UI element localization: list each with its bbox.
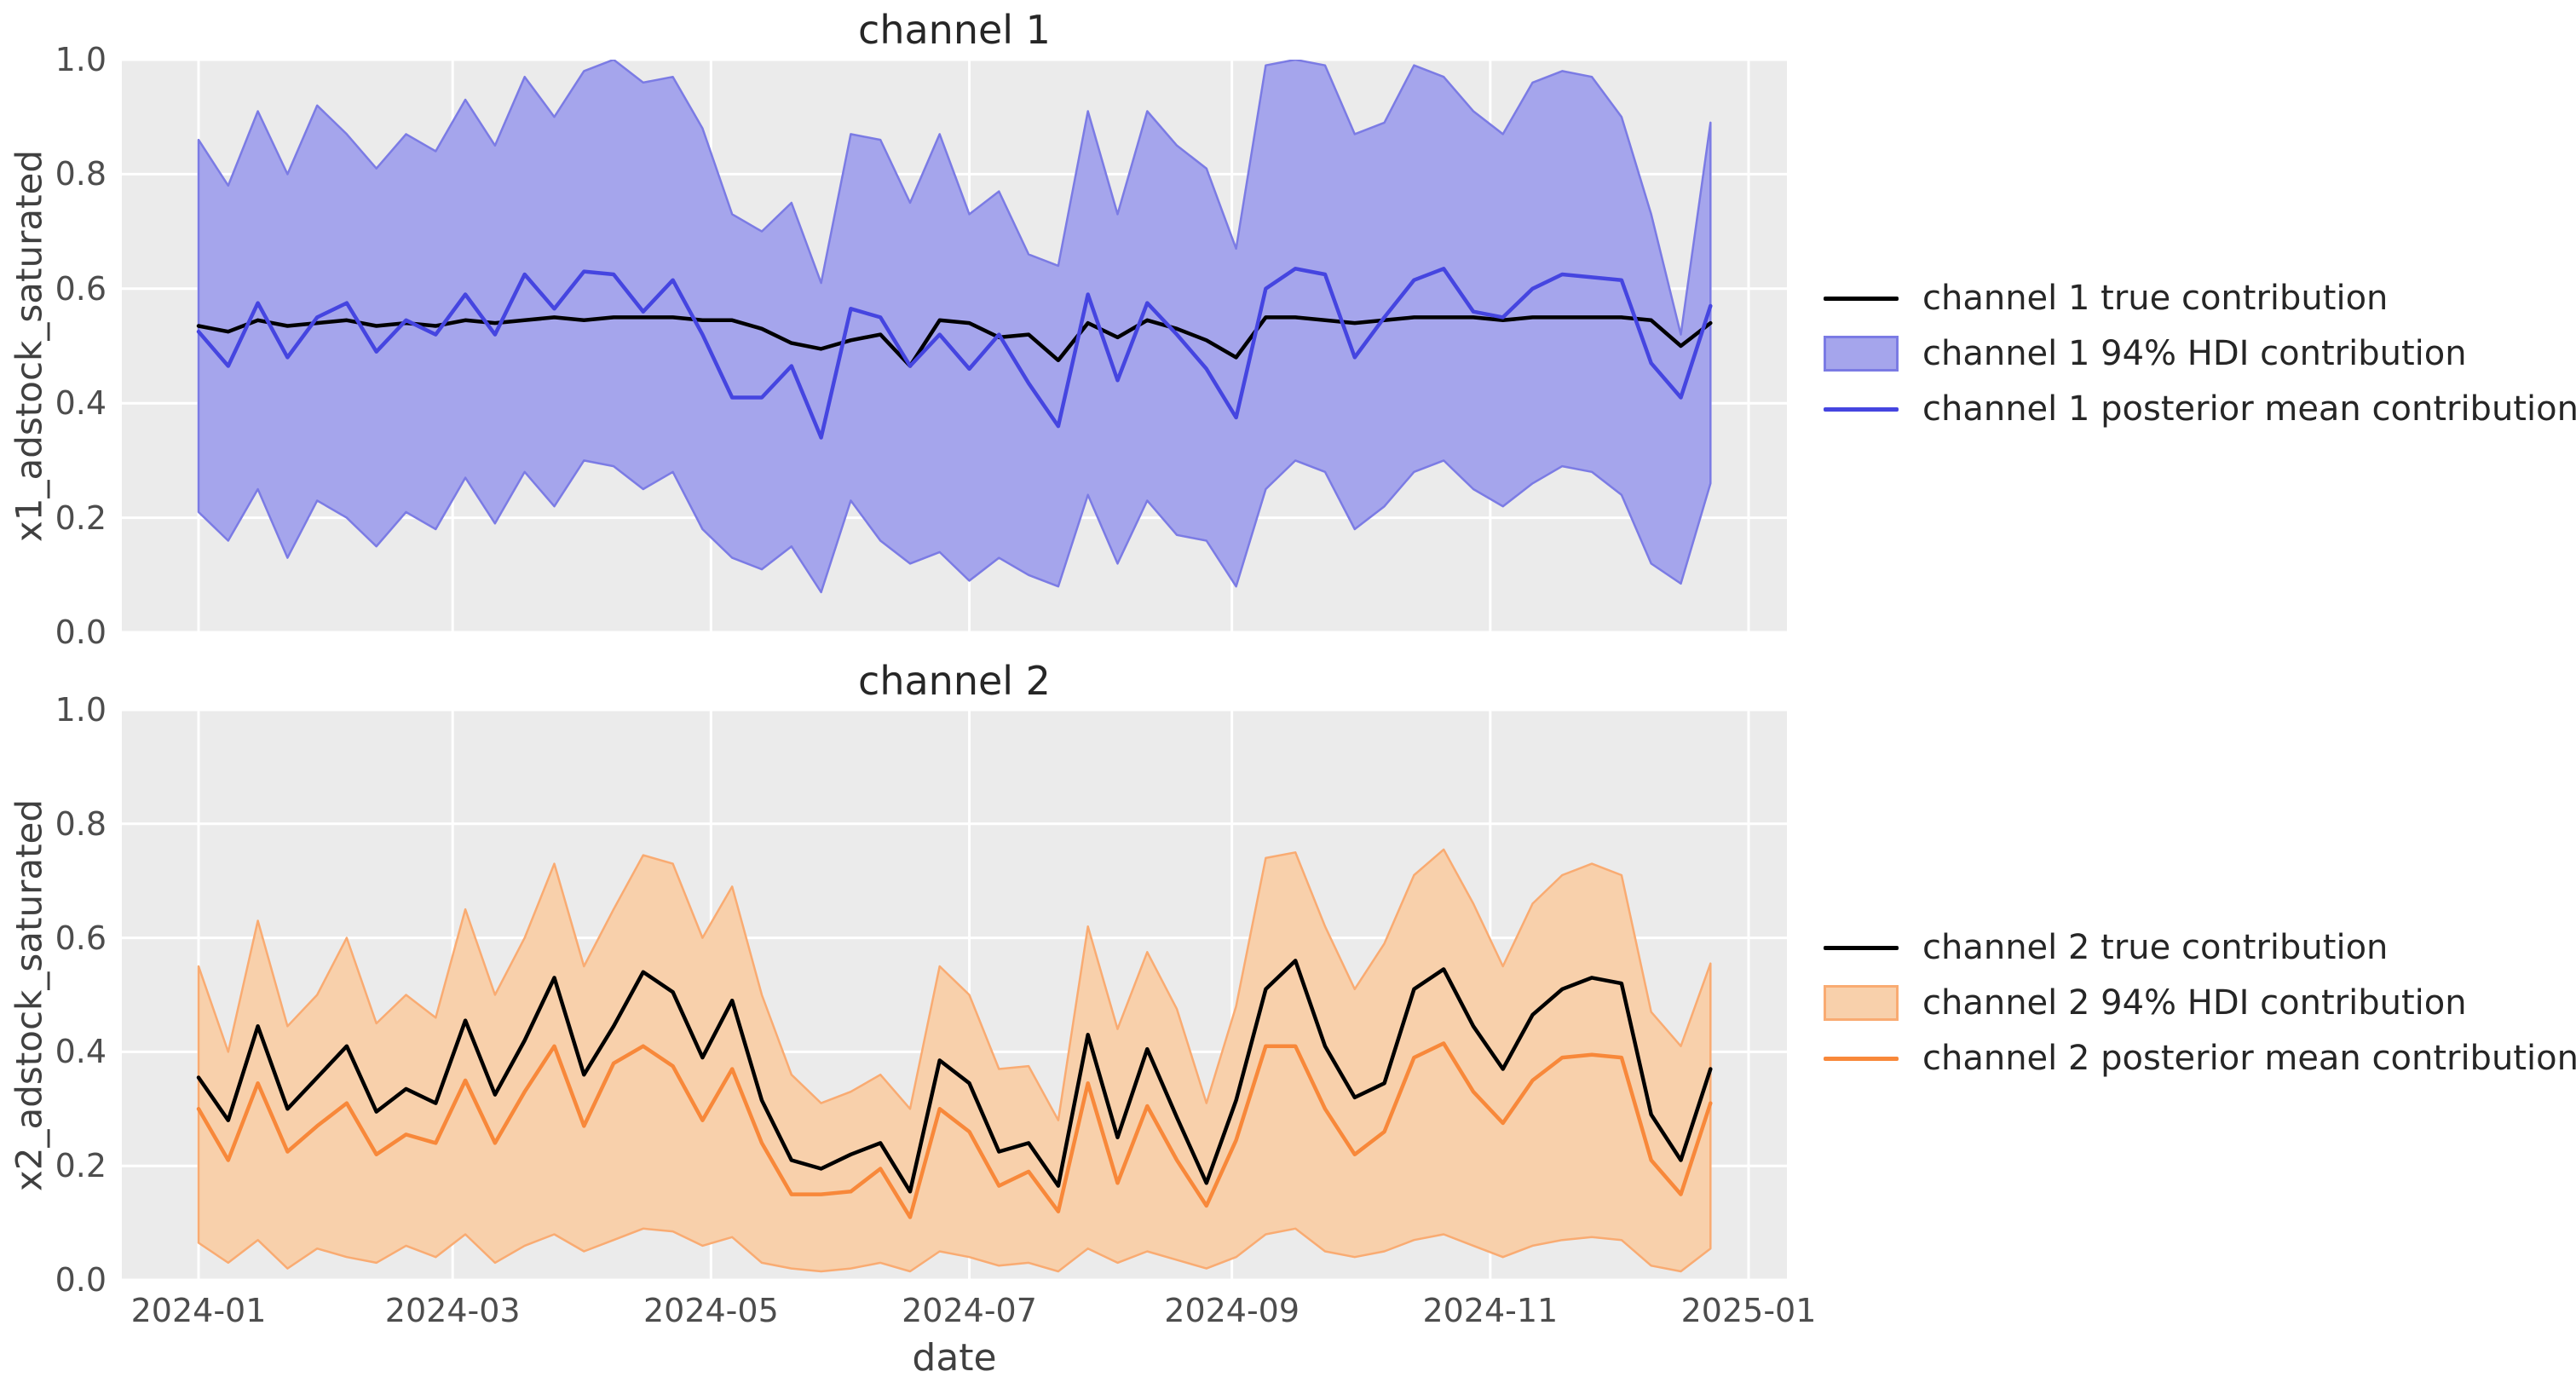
black-line-swatch-icon (1824, 296, 1899, 301)
legend-item-posterior-mean: channel 2 posterior mean contribution (1824, 1031, 2576, 1086)
chart2-y-axis-label: x2_adstock_saturated (8, 798, 50, 1192)
posterior-mean-line (196, 1041, 1713, 1219)
y-tick-label: 0.2 (55, 498, 107, 537)
x-tick-label: 2024-07 (902, 1292, 1037, 1329)
legend-label: channel 2 posterior mean contribution (1922, 1039, 2576, 1078)
y-tick-label: 0.8 (55, 155, 107, 193)
true-contribution-line (196, 959, 1713, 1194)
legend-item-true: channel 1 true contribution (1824, 271, 2388, 326)
y-tick-label: 0.0 (55, 614, 107, 651)
legend-label: channel 2 94% HDI contribution (1922, 983, 2467, 1023)
x-tick-label: 2024-03 (384, 1292, 521, 1329)
hdi-band (197, 60, 1712, 594)
legend-label: channel 2 true contribution (1922, 928, 2389, 967)
x-axis-label: date (912, 1336, 997, 1380)
hdi-band-swatch-icon (1824, 336, 1899, 372)
posterior-mean-line (196, 267, 1713, 440)
chart2-plot-area (122, 710, 1787, 1280)
y-tick-label: 0.6 (55, 919, 107, 957)
legend-item-hdi: channel 2 94% HDI contribution (1824, 976, 2467, 1030)
plot-svg (122, 60, 1787, 632)
orange-line-swatch-icon (1824, 1056, 1899, 1061)
x-tick-label: 2024-01 (130, 1292, 267, 1329)
x-tick-label: 2024-05 (643, 1292, 779, 1329)
chart2-title: channel 2 (858, 658, 1051, 704)
y-tick-label: 0.0 (55, 1261, 107, 1299)
y-tick-label: 1.0 (55, 691, 107, 729)
chart1-y-axis-label: x1_adstock_saturated (8, 149, 50, 543)
black-line-swatch-icon (1824, 945, 1899, 950)
y-tick-label: 0.4 (55, 384, 107, 423)
blue-line-swatch-icon (1824, 406, 1899, 412)
x-tick-label: 2024-09 (1164, 1292, 1300, 1329)
x-tick-label: 2024-11 (1422, 1292, 1559, 1329)
legend-item-hdi: channel 1 94% HDI contribution (1824, 326, 2467, 381)
legend-label: channel 1 true contribution (1922, 279, 2389, 318)
chart1-title: channel 1 (858, 7, 1051, 53)
x-tick-label: 2025-01 (1680, 1292, 1817, 1329)
hdi-band-swatch-icon (1824, 985, 1899, 1021)
legend-item-true: channel 2 true contribution (1824, 920, 2388, 975)
y-tick-label: 1.0 (55, 41, 107, 78)
legend-label: channel 1 94% HDI contribution (1922, 334, 2467, 373)
legend-item-posterior-mean: channel 1 posterior mean contribution (1824, 382, 2576, 436)
legend-label: channel 1 posterior mean contribution (1922, 389, 2576, 429)
hdi-band (197, 848, 1712, 1273)
chart1-plot-area (122, 60, 1787, 632)
true-contribution-line (196, 315, 1713, 368)
plot-svg (122, 710, 1787, 1280)
y-tick-label: 0.2 (55, 1147, 107, 1185)
y-tick-label: 0.8 (55, 804, 107, 843)
y-tick-label: 0.6 (55, 269, 107, 308)
y-tick-label: 0.4 (55, 1033, 107, 1071)
